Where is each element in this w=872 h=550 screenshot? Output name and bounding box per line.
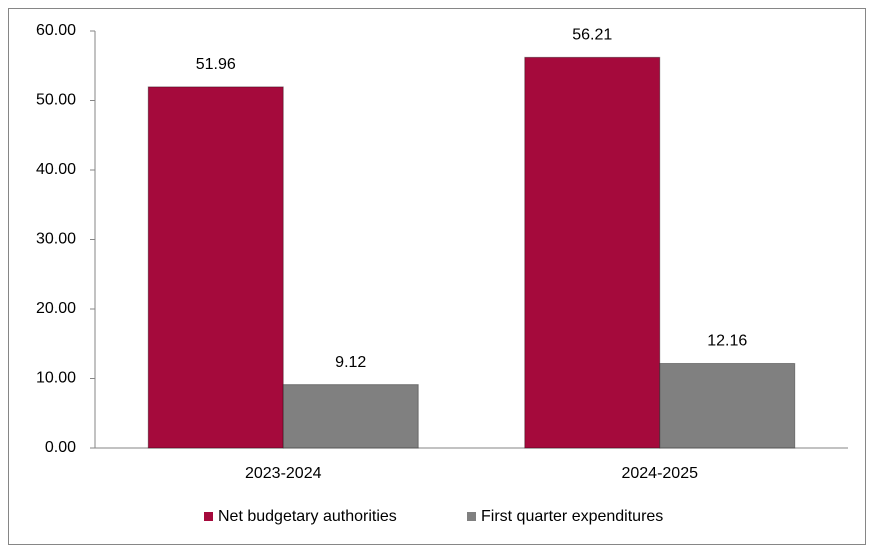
- x-tick-label: 2024-2025: [621, 465, 698, 482]
- legend-swatch: [204, 512, 213, 521]
- bar: [147, 86, 284, 449]
- chart-border: [8, 8, 866, 545]
- y-tick-label: 30.00: [36, 231, 76, 248]
- y-tick-label: 50.00: [36, 92, 76, 109]
- legend-label: First quarter expenditures: [481, 508, 663, 525]
- bar: [659, 362, 796, 449]
- legend-swatch: [467, 512, 476, 521]
- bar: [282, 384, 419, 449]
- y-tick-label: 60.00: [36, 22, 76, 39]
- value-label: 51.96: [196, 56, 236, 73]
- y-tick-label: 20.00: [36, 300, 76, 317]
- bar: [524, 56, 661, 449]
- y-tick-label: 40.00: [36, 161, 76, 178]
- value-label: 56.21: [572, 27, 612, 44]
- value-label: 9.12: [335, 354, 366, 371]
- y-tick-label: 10.00: [36, 370, 76, 387]
- value-label: 12.16: [707, 333, 747, 350]
- x-tick-label: 2023-2024: [245, 465, 322, 482]
- legend-label: Net budgetary authorities: [218, 508, 397, 525]
- y-tick-label: 0.00: [45, 439, 76, 456]
